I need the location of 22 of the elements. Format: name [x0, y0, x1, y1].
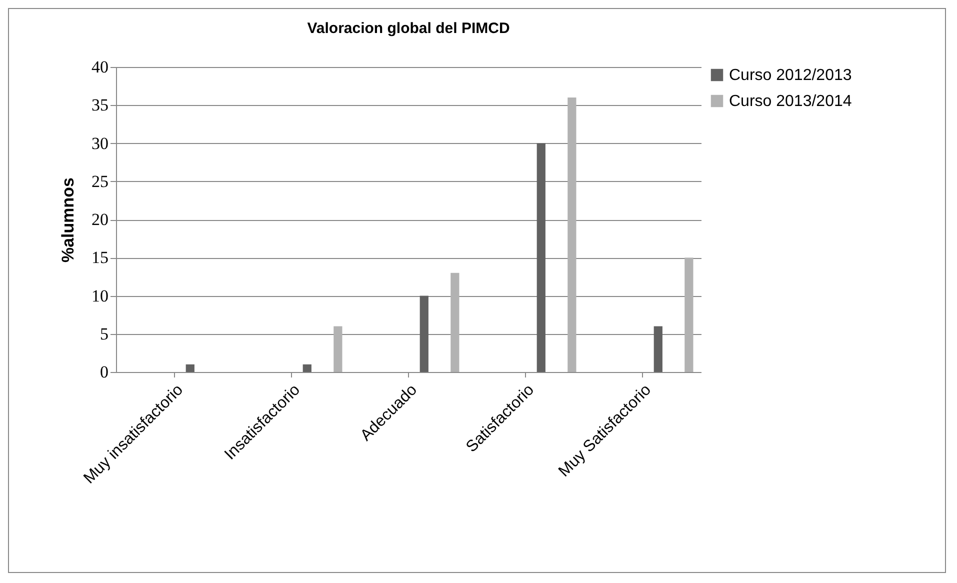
y-tick-label: 20 [92, 210, 108, 229]
bar [450, 272, 460, 372]
bar [420, 296, 428, 372]
y-axis-title: %alumnos [58, 177, 78, 263]
y-tick-label: 5 [100, 324, 108, 344]
legend-label: Curso 2013/2014 [729, 93, 852, 110]
y-tick-label: 15 [92, 248, 108, 268]
bar [568, 98, 576, 372]
y-tick-label: 25 [92, 172, 108, 191]
y-tick-label: 40 [92, 58, 108, 76]
bar [186, 364, 194, 372]
bar [684, 258, 694, 372]
bar [536, 143, 546, 372]
y-tick-label: 10 [92, 286, 108, 306]
chart-title: Valoracion global del PIMCD [307, 20, 510, 37]
y-tick-label: 30 [92, 134, 108, 153]
legend-label: Curso 2012/2013 [729, 67, 852, 84]
bar [654, 326, 662, 372]
y-tick-label: 0 [100, 362, 108, 382]
bar [302, 364, 312, 372]
bar [334, 326, 342, 372]
y-tick-label: 35 [92, 96, 108, 115]
